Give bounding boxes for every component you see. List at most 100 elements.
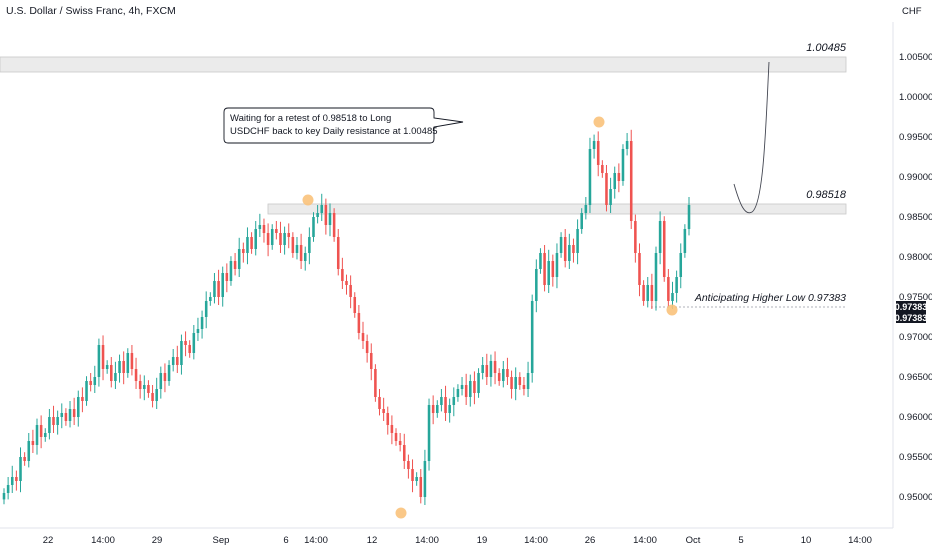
x-tick-label: 14:00 [415,535,439,546]
y-tick-label: 0.96500 [899,372,932,383]
candle-body [568,245,571,261]
candle-body [596,141,600,165]
candle-body [262,225,266,233]
candle-body [662,221,666,277]
candle-body [563,237,567,261]
projection-curve [733,61,770,214]
candle-body [609,189,612,205]
candle-body [114,373,117,381]
chart-title: U.S. Dollar / Swiss Franc, 4h, FXCM [6,5,176,17]
candle-body [357,313,361,333]
candle-body [625,141,629,149]
candles-group [2,129,691,505]
candle-body [155,389,158,401]
annotation-text-line-1: Waiting for a retest of 0.98518 to Long [230,113,391,124]
x-tick-label: 14:00 [91,535,115,546]
candle-body [48,417,51,433]
candle-body [634,221,637,253]
candle-body [204,301,208,317]
x-tick-label: 29 [152,535,163,546]
x-tick-label: Oct [686,535,701,546]
candle-body [93,377,97,385]
x-tick-label: 12 [367,535,378,546]
candle-body [184,341,187,345]
candle-body [572,245,575,253]
candle-body [85,381,88,401]
candle-body [43,433,47,437]
candle-body [213,281,216,297]
price-tag-upper [896,301,926,312]
candle-body [592,141,596,149]
candle-body [419,477,423,497]
candle-body [588,149,592,205]
candle-body [217,281,220,297]
candle-body [543,253,546,285]
candle-body [539,253,542,269]
candle-body [423,461,427,497]
candle-body [469,381,472,397]
candle-body [551,261,555,277]
candle-body [386,413,390,425]
candle-body [246,237,249,253]
y-tick-label: 0.98500 [899,212,932,223]
candle-body [159,373,163,389]
candle-body [291,237,295,253]
candle-body [436,405,439,413]
x-tick-label: 14:00 [848,535,872,546]
candle-body [299,245,303,261]
time-axis[interactable]: 22 14:00 29 Sep 6 14:00 12 14:00 19 14:00 26 14:00 O… [43,535,872,546]
candle-body [650,285,654,301]
candle-body [56,417,59,425]
candle-body [489,361,493,377]
candle-body [76,397,80,417]
candle-body [341,269,344,281]
annotation-text-line-2: USDCHF back to key Daily resistance at 1… [230,126,438,137]
candle-body [654,253,658,301]
candle-body [312,217,315,237]
candle-body [584,205,588,213]
candle-body [580,213,583,229]
x-tick-label: 14:00 [304,535,328,546]
candle-body [675,277,678,293]
candle-body [192,333,196,353]
x-tick-label: 14:00 [524,535,548,546]
candle-body [559,237,563,253]
candle-body [361,333,365,341]
candle-body [642,285,645,301]
candle-body [510,377,513,389]
candle-body [316,213,319,217]
candle-body [270,229,274,245]
candle-body [163,373,167,381]
x-tick-label: 10 [801,535,812,546]
candle-body [485,365,489,377]
candle-body [683,229,687,253]
candle-body [68,409,72,421]
y-tick-label: 1.00500 [899,52,932,63]
candle-body [72,409,76,417]
candle-body [180,341,183,365]
candle-body [2,493,6,500]
y-tick-label: 0.99500 [899,132,932,143]
candle-body [254,229,257,249]
resistance-zone-1-00485 [0,56,847,73]
candle-body [497,373,501,381]
candle-body [130,353,134,369]
candle-body [221,273,224,297]
price-tag-upper-text: 0.97383 [895,302,928,312]
candle-body [514,377,517,389]
candle-body [336,237,340,269]
candle-body [151,393,154,401]
candle-body [481,365,484,373]
candle-body [295,245,299,253]
candle-body [431,405,435,413]
candle-body [679,253,683,277]
candle-body [60,413,64,417]
candle-body [242,249,245,253]
price-tag-lower-text: 0.97383 [895,313,928,323]
price-axis[interactable]: 0.95000 0.95500 0.96000 0.96500 0.97000 0.975… [899,52,932,503]
y-tick-label: 0.98000 [899,252,932,263]
candle-body [374,369,377,397]
candle-body [209,297,212,301]
candle-body [229,261,233,281]
